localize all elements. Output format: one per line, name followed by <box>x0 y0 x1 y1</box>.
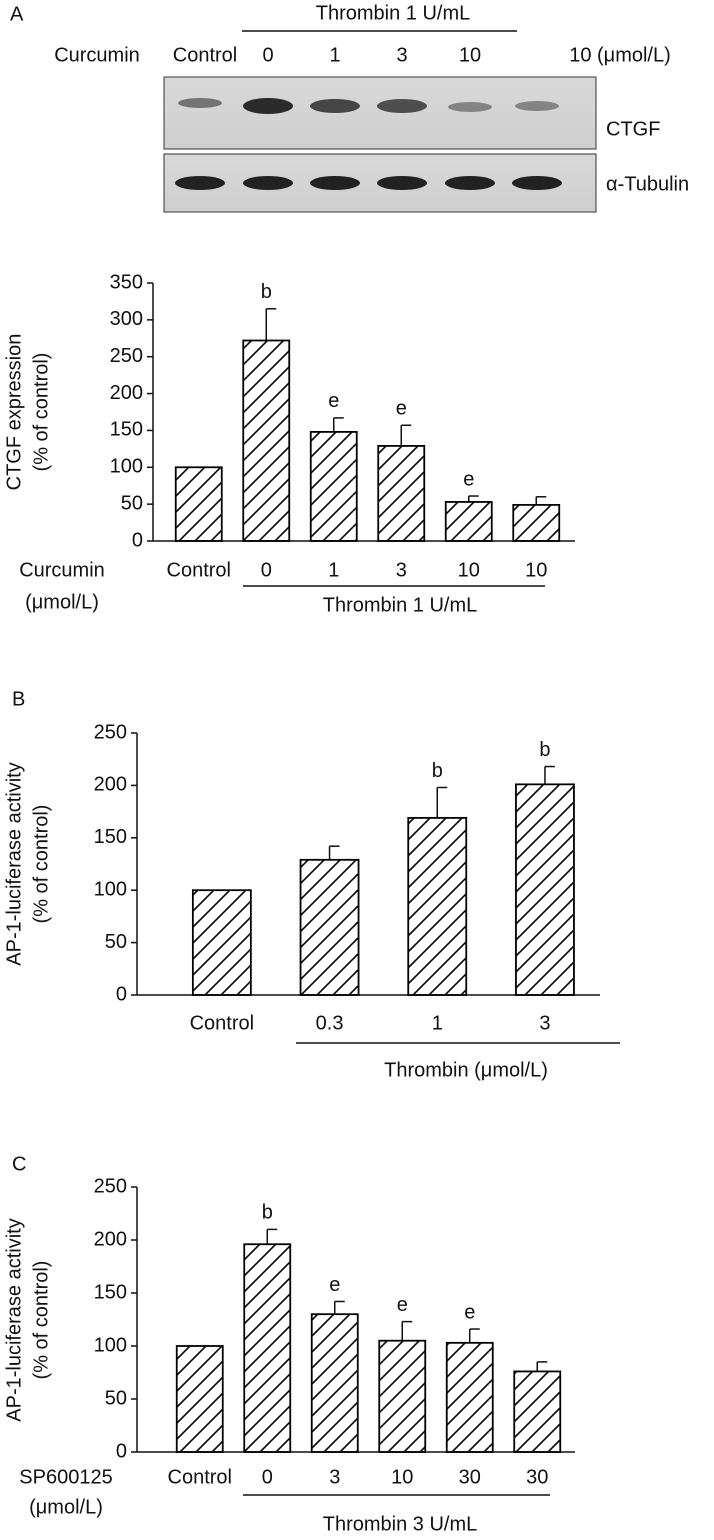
panel-label: B <box>12 688 25 710</box>
x-tick-label: 1 <box>328 559 339 581</box>
bar <box>445 1341 494 1453</box>
blot-bands <box>175 98 562 190</box>
x-tick-label: 10 <box>525 559 547 581</box>
y-tick-label: 250 <box>94 721 127 743</box>
y-tick-label: 0 <box>132 529 143 551</box>
lane-label: Control <box>173 44 237 66</box>
x-tick-label: 0.3 <box>316 1012 344 1034</box>
y-tick-label: 50 <box>121 492 143 514</box>
group-label: Thrombin (μmol/L) <box>384 1059 548 1081</box>
bar <box>175 1345 224 1453</box>
y-tick-label: 200 <box>110 382 143 404</box>
bar <box>191 889 252 996</box>
y-axis-label: (% of control) <box>30 353 52 472</box>
annotation: b <box>261 281 272 303</box>
lane-label: 1 <box>329 44 340 66</box>
bar <box>407 816 468 996</box>
annotation: e <box>463 468 474 490</box>
x-tick-label: Control <box>168 1466 232 1488</box>
bar <box>242 339 291 542</box>
y-axis-label: (% of control) <box>30 805 52 924</box>
row-label: SP600125 <box>19 1466 112 1488</box>
x-tick-label: 0 <box>261 559 272 581</box>
x-tick-label: 10 <box>391 1466 413 1488</box>
group-label: Thrombin 1 U/mL <box>323 594 478 616</box>
lane-label: 10 <box>459 44 481 66</box>
y-tick-label: 50 <box>105 931 127 953</box>
y-tick-label: 150 <box>110 419 143 441</box>
y-tick-label: 100 <box>94 878 127 900</box>
x-tick-label: Control <box>190 1012 254 1034</box>
y-axis-label: (% of control) <box>30 1261 52 1380</box>
bar <box>243 1243 292 1453</box>
x-tick-label: 30 <box>526 1466 548 1488</box>
annotation: b <box>262 1202 273 1224</box>
blot-box <box>163 76 597 150</box>
bar <box>515 783 575 996</box>
y-axis-label: CTGF expression <box>3 334 25 491</box>
row-label: Curcumin <box>19 559 105 581</box>
lane-label: 3 <box>396 44 407 66</box>
annotation: e <box>397 1294 408 1316</box>
annotation: e <box>329 1274 340 1296</box>
lane-label: 10 (μmol/L) <box>569 44 671 66</box>
x-tick-label: Control <box>167 559 231 581</box>
x-tick-label: 10 <box>458 559 480 581</box>
blot-treatment: Thrombin 1 U/mL <box>316 2 471 24</box>
bar <box>309 431 358 542</box>
x-tick-label: 1 <box>432 1012 443 1034</box>
blot-row-label: Curcumin <box>54 44 140 66</box>
panel-label: A <box>10 3 24 25</box>
panel-label: C <box>12 1153 26 1175</box>
y-tick-label: 200 <box>94 774 127 796</box>
x-tick-label: 3 <box>539 1012 550 1034</box>
y-axis-label: AP-1-luciferase activity <box>3 762 25 965</box>
y-tick-label: 150 <box>94 826 127 848</box>
y-tick-label: 100 <box>110 456 143 478</box>
y-tick-label: 100 <box>94 1334 127 1356</box>
row-label: (μmol/L) <box>25 591 99 613</box>
y-tick-label: 300 <box>110 308 143 330</box>
y-tick-label: 150 <box>94 1281 127 1303</box>
bar <box>377 445 426 542</box>
y-tick-label: 250 <box>94 1175 127 1197</box>
y-axis-label: AP-1-luciferase activity <box>3 1218 25 1421</box>
y-tick-label: 250 <box>110 345 143 367</box>
y-tick-label: 0 <box>116 1440 127 1462</box>
annotation: e <box>396 398 407 420</box>
annotation: b <box>432 760 443 782</box>
y-tick-label: 350 <box>110 271 143 293</box>
bar <box>378 1339 427 1453</box>
band-label: α-Tubulin <box>606 173 689 195</box>
x-tick-label: 3 <box>396 559 407 581</box>
annotation: e <box>464 1301 475 1323</box>
x-tick-label: 0 <box>262 1466 273 1488</box>
bar <box>444 501 493 542</box>
bar <box>174 466 223 542</box>
group-label: Thrombin 3 U/mL <box>323 1513 478 1535</box>
bar <box>513 1370 562 1453</box>
bar <box>310 1313 359 1453</box>
annotation: b <box>539 739 550 761</box>
annotation: e <box>328 390 339 412</box>
row-label: (μmol/L) <box>29 1496 103 1518</box>
band-label: CTGF <box>606 118 660 140</box>
x-tick-label: 30 <box>459 1466 481 1488</box>
y-tick-label: 50 <box>105 1387 127 1409</box>
lane-label: 0 <box>262 44 273 66</box>
y-tick-label: 200 <box>94 1228 127 1250</box>
x-tick-label: 3 <box>329 1466 340 1488</box>
y-tick-label: 0 <box>116 983 127 1005</box>
bar <box>512 503 561 542</box>
bar <box>299 858 360 996</box>
